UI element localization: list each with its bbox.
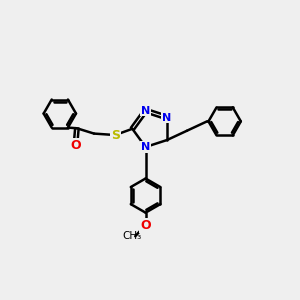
Text: N: N: [162, 112, 172, 123]
Text: O: O: [140, 218, 151, 232]
Text: N: N: [141, 142, 150, 152]
Text: CH₃: CH₃: [122, 231, 141, 241]
Text: O: O: [70, 139, 81, 152]
Text: S: S: [111, 128, 120, 142]
Text: N: N: [141, 106, 150, 116]
